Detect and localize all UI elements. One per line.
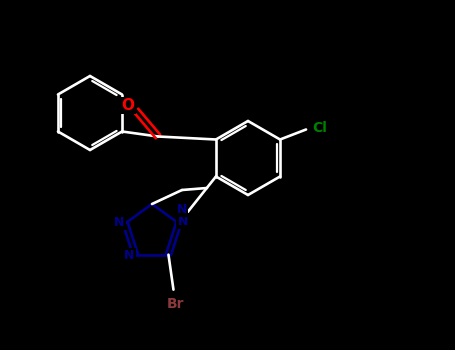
Text: O: O xyxy=(121,98,135,113)
Text: N: N xyxy=(114,216,125,229)
Text: Cl: Cl xyxy=(313,120,328,134)
Text: N: N xyxy=(177,203,187,216)
Text: N: N xyxy=(124,249,135,262)
Text: N: N xyxy=(177,215,188,228)
Text: Br: Br xyxy=(167,297,184,311)
